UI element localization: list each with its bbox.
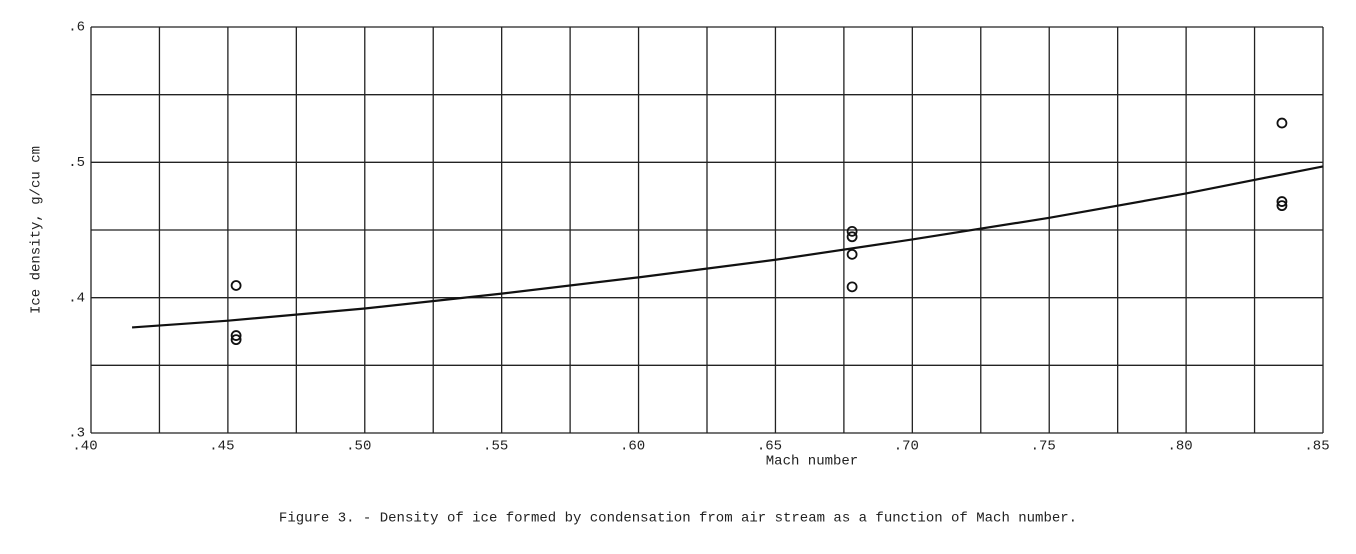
data-point <box>230 280 242 291</box>
x-tick-label: .80 <box>1168 439 1193 455</box>
x-tick-label: .75 <box>1031 439 1056 455</box>
data-point <box>846 231 858 243</box>
data-point <box>846 225 858 237</box>
data-point <box>1276 117 1288 129</box>
x-tick-label: .65 <box>757 439 782 455</box>
data-point <box>230 330 242 341</box>
x-tick-label: .85 <box>1304 439 1329 455</box>
data-point <box>846 248 858 260</box>
x-axis-label: Mach number <box>766 454 858 470</box>
caption: Figure 3. - Density of ice formed by con… <box>279 511 1077 527</box>
x-tick-label: .40 <box>72 439 97 455</box>
curve <box>131 165 1324 329</box>
y-tick-label: .6 <box>68 20 85 36</box>
y-tick-label: .3 <box>68 426 85 442</box>
data-point <box>230 334 242 346</box>
y-tick-label: .4 <box>68 290 85 306</box>
x-tick-label: .45 <box>209 439 234 455</box>
x-tick-label: .60 <box>620 439 645 455</box>
x-tick-label: .55 <box>483 439 508 455</box>
y-axis-label: Ice density, g/cu cm <box>29 146 45 314</box>
y-tick-label: .5 <box>68 155 85 171</box>
data-point <box>1276 200 1288 212</box>
x-tick-label: .70 <box>894 439 919 455</box>
x-tick-label: .50 <box>346 439 371 455</box>
data-point <box>846 281 858 293</box>
data-point <box>1276 196 1288 207</box>
